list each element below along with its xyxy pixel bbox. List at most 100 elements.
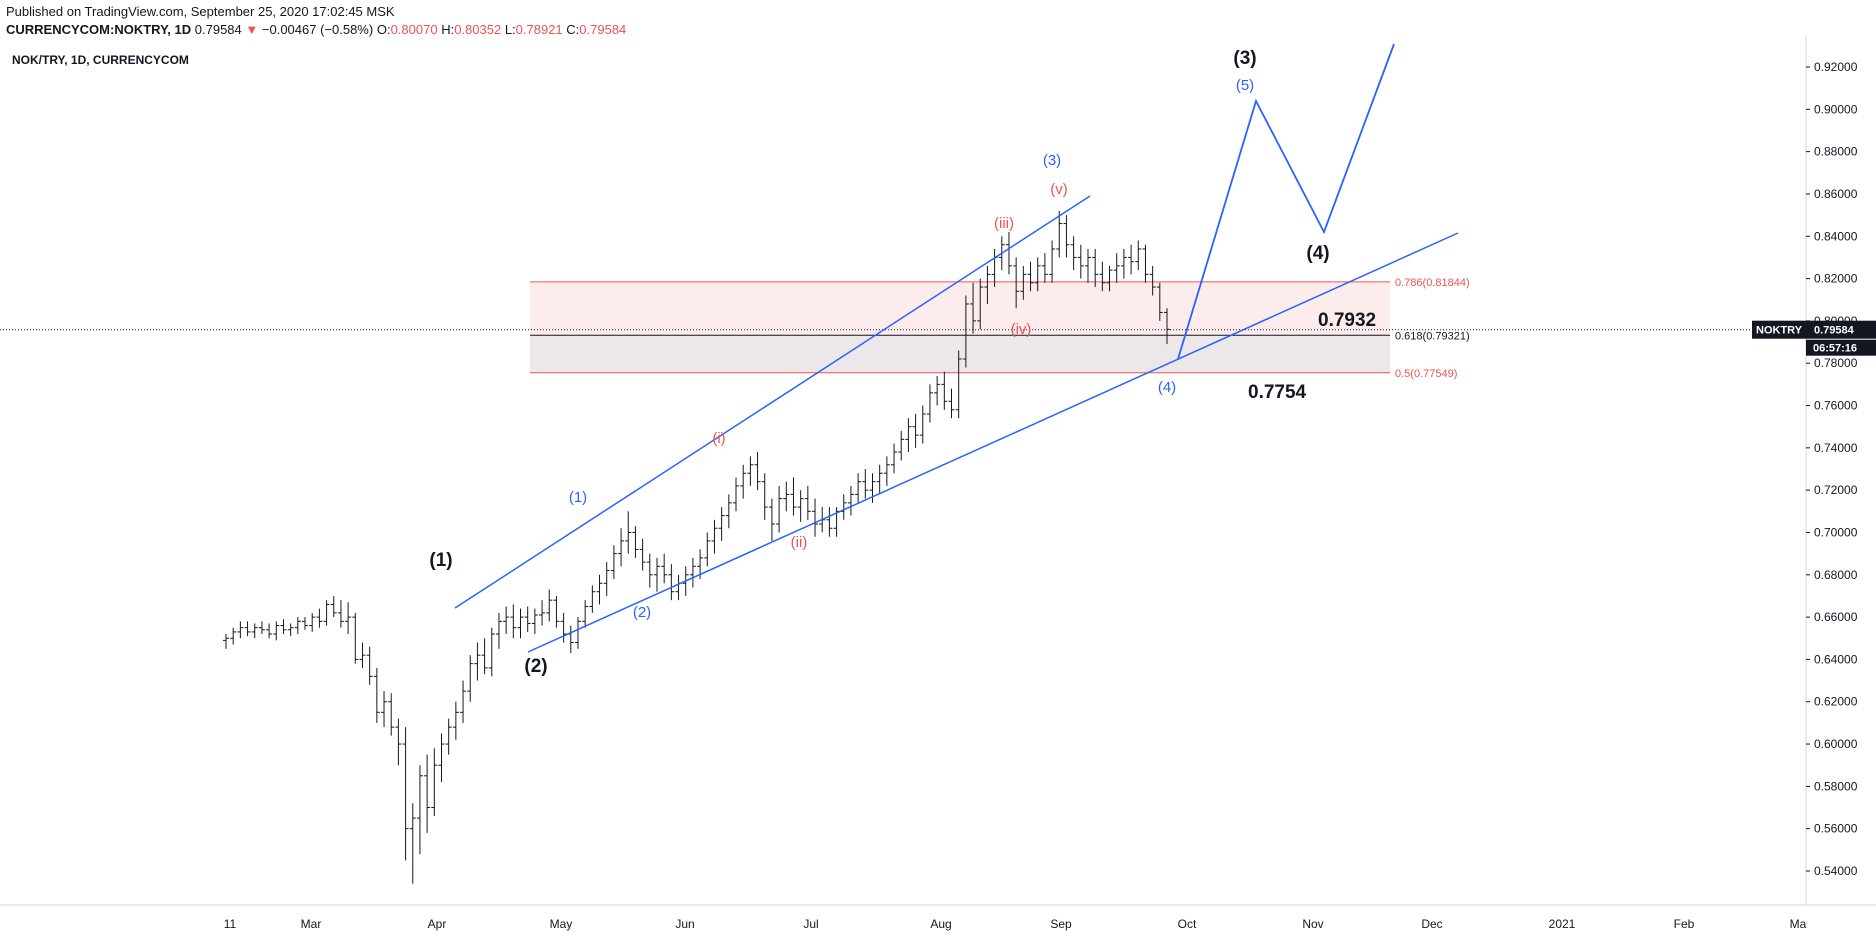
ohlc-bars bbox=[223, 210, 1170, 884]
ohlc-bar bbox=[632, 526, 639, 558]
price-tag: NOKTRY 0.79584 06:57:16 bbox=[1752, 320, 1876, 356]
ohlc-bar bbox=[869, 473, 876, 503]
ohlc-bar bbox=[661, 553, 668, 584]
x-tick-label: May bbox=[550, 917, 573, 931]
ohlc-bar bbox=[934, 375, 941, 406]
last-price: 0.79584 bbox=[194, 22, 242, 37]
ohlc-bar bbox=[438, 733, 445, 783]
low-label: L: bbox=[504, 22, 516, 37]
ohlc-bar bbox=[718, 507, 725, 541]
ohlc-bar bbox=[237, 621, 244, 639]
high-value: 0.80352 bbox=[454, 22, 502, 37]
chart-title: NOK/TRY, 1D, CURRENCYCOM bbox=[12, 53, 189, 67]
ohlc-bar bbox=[330, 595, 337, 618]
ohlc-bar bbox=[704, 532, 711, 567]
ohlc-bar bbox=[826, 507, 833, 537]
ohlc-bar bbox=[970, 282, 977, 334]
published-line: Published on TradingView.com, September … bbox=[6, 4, 395, 19]
y-tick-label: 0.72000 bbox=[1814, 483, 1858, 497]
x-tick-label: Dec bbox=[1421, 917, 1442, 931]
ohlc-bar bbox=[653, 557, 660, 592]
ohlc-bar bbox=[797, 490, 804, 522]
ohlc-bar bbox=[287, 623, 294, 637]
ohlc-bar bbox=[337, 600, 344, 628]
change-arrow: ▼ bbox=[245, 22, 259, 37]
level-label: 0.7754 bbox=[1248, 382, 1307, 403]
wave-label: (2) bbox=[524, 656, 547, 677]
ohlc-bar bbox=[452, 701, 459, 740]
y-tick-label: 0.58000 bbox=[1814, 779, 1858, 793]
ohlc-bar bbox=[883, 456, 890, 486]
ohlc-bar bbox=[711, 519, 718, 554]
x-tick-label: Jun bbox=[675, 917, 694, 931]
ohlc-bar bbox=[740, 464, 747, 499]
high-label: H: bbox=[441, 22, 455, 37]
ohlc-bar bbox=[618, 528, 625, 567]
ohlc-bar bbox=[955, 350, 962, 419]
y-tick-label: 0.78000 bbox=[1814, 356, 1858, 370]
price-tag-box bbox=[1752, 320, 1876, 339]
x-tick-label: 2021 bbox=[1549, 917, 1576, 931]
ohlc-bar bbox=[251, 623, 258, 639]
price-tag-symbol: NOKTRY bbox=[1756, 325, 1803, 337]
ohlc-bar bbox=[977, 278, 984, 330]
open-value: 0.80070 bbox=[390, 22, 438, 37]
ohlc-bar bbox=[1034, 257, 1041, 292]
ohlc-bar bbox=[1077, 244, 1084, 279]
ohlc-bar bbox=[1156, 282, 1163, 321]
ohlc-bar bbox=[574, 617, 581, 649]
ohlc-bar bbox=[596, 574, 603, 605]
ohlc-bar bbox=[531, 608, 538, 635]
y-tick-label: 0.82000 bbox=[1814, 272, 1858, 286]
open-label: O: bbox=[376, 22, 391, 37]
x-tick-label: Oct bbox=[1178, 917, 1197, 931]
y-tick-label: 0.84000 bbox=[1814, 229, 1858, 243]
ohlc-bar bbox=[323, 600, 330, 626]
ohlc-bar bbox=[1099, 261, 1106, 292]
y-tick-label: 0.88000 bbox=[1814, 145, 1858, 159]
ohlc-bar bbox=[1070, 236, 1077, 271]
ohlc-bar bbox=[689, 557, 696, 588]
ohlc-bar bbox=[495, 612, 502, 649]
ohlc-bar bbox=[668, 564, 675, 601]
ohlc-bar bbox=[1120, 248, 1127, 279]
wave-label: (3) bbox=[1233, 48, 1256, 69]
ohlc-bar bbox=[733, 477, 740, 512]
y-tick-label: 0.86000 bbox=[1814, 187, 1858, 201]
symbol-line: CURRENCYCOM:NOKTRY, 1D bbox=[6, 22, 192, 37]
ohlc-bar bbox=[919, 405, 926, 444]
y-tick-label: 0.56000 bbox=[1814, 822, 1858, 836]
ohlc-bar bbox=[445, 718, 452, 755]
wave-label: (5) bbox=[1236, 77, 1254, 94]
ohlc-bar bbox=[1142, 244, 1149, 283]
ohlc-bar bbox=[754, 452, 761, 491]
y-tick-label: 0.76000 bbox=[1814, 399, 1858, 413]
wave-label: (v) bbox=[1050, 181, 1068, 198]
channel-lower-line bbox=[527, 232, 1459, 653]
y-tick-label: 0.64000 bbox=[1814, 652, 1858, 666]
ohlc-bar bbox=[488, 627, 495, 677]
ohlc-bar bbox=[912, 413, 919, 448]
ohlc-bar bbox=[273, 621, 280, 641]
ohlc-bar bbox=[280, 619, 287, 635]
ohlc-bar bbox=[316, 608, 323, 628]
ohlc-bar bbox=[539, 600, 546, 626]
ohlc-bar bbox=[431, 748, 438, 816]
ohlc-bar bbox=[646, 553, 653, 588]
ohlc-bar bbox=[1128, 244, 1135, 275]
ohlc-bar bbox=[862, 469, 869, 499]
ohlc-bar bbox=[891, 443, 898, 474]
ohlc-bar bbox=[424, 754, 431, 833]
ohlc-bar bbox=[1049, 240, 1056, 283]
level-label: 0.7932 bbox=[1318, 310, 1376, 331]
ohlc-bar bbox=[991, 248, 998, 288]
ohlc-bar bbox=[266, 623, 273, 639]
y-tick-label: 0.62000 bbox=[1814, 695, 1858, 709]
ohlc-bar bbox=[546, 589, 553, 622]
ohlc-bar bbox=[804, 485, 811, 520]
ohlc-bar bbox=[776, 485, 783, 533]
ohlc-bar bbox=[1113, 253, 1120, 283]
x-tick-label: Nov bbox=[1302, 917, 1323, 931]
price-tag-timer-box bbox=[1806, 339, 1876, 356]
